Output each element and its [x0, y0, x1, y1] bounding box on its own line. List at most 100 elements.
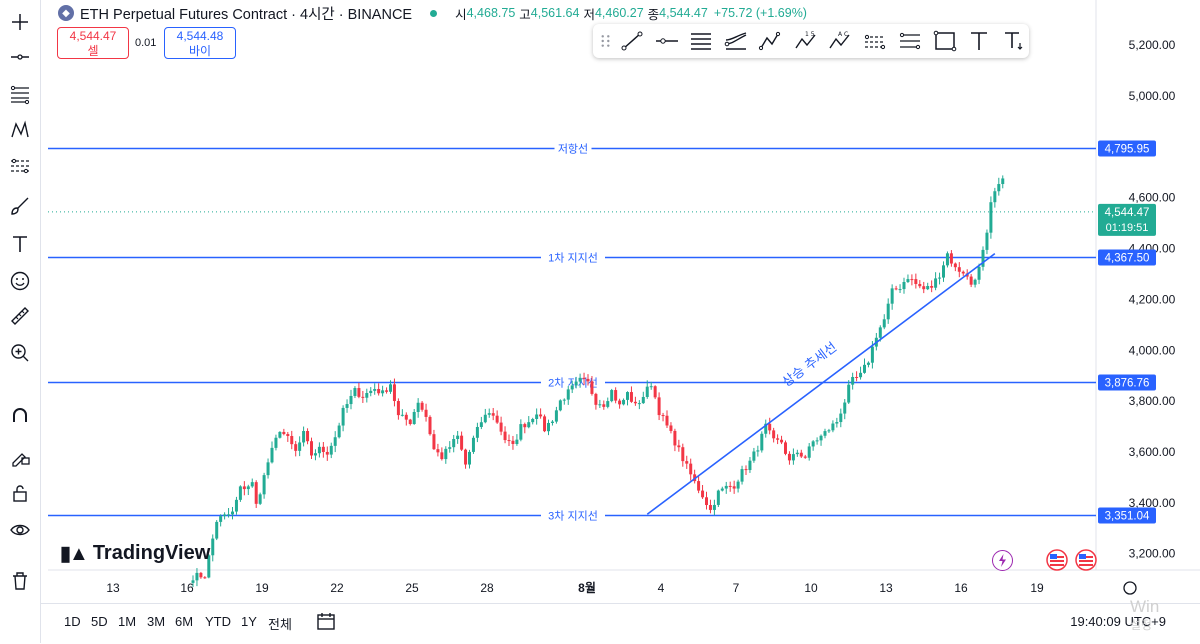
- candle-body: [574, 381, 578, 386]
- range-7[interactable]: 전체: [268, 617, 292, 632]
- us-flag-icon[interactable]: [1046, 549, 1068, 571]
- date-range-icon[interactable]: [895, 26, 925, 56]
- text-icon[interactable]: [4, 228, 36, 260]
- trash-icon[interactable]: [4, 565, 36, 597]
- parallel-channel-icon[interactable]: [687, 26, 717, 56]
- candle-body: [468, 451, 471, 465]
- elliott-wave-icon[interactable]: 1 5: [791, 26, 821, 56]
- price-chart[interactable]: 5,200.005,000.004,600.004,400.004,200.00…: [0, 0, 1200, 603]
- regression-icon[interactable]: [721, 26, 751, 56]
- crosshair-icon[interactable]: [4, 6, 36, 38]
- horizontal-ray-icon[interactable]: [652, 26, 682, 56]
- projection-icon[interactable]: [4, 150, 36, 182]
- magnet-icon[interactable]: [4, 402, 36, 434]
- sell-button[interactable]: 4,544.47 셀: [57, 27, 129, 59]
- candle-body: [831, 423, 835, 431]
- range-5[interactable]: YTD: [205, 614, 231, 629]
- candle-body: [886, 303, 890, 320]
- candle-body: [677, 445, 681, 448]
- us-flag-icon[interactable]: [1075, 549, 1097, 571]
- candle-body: [997, 184, 1001, 192]
- candle-body: [207, 555, 211, 578]
- candle-body: [373, 388, 377, 391]
- buy-button[interactable]: 4,544.48 바이: [164, 27, 236, 59]
- range-1[interactable]: 5D: [91, 614, 108, 629]
- abcd-icon[interactable]: A C: [826, 26, 856, 56]
- countdown-label: 01:19:51: [1106, 222, 1149, 234]
- candle-body: [641, 396, 645, 404]
- zoom-in-icon[interactable]: [4, 337, 36, 369]
- candle-body: [985, 232, 989, 250]
- candle-body: [444, 448, 448, 460]
- candle-body: [424, 409, 428, 417]
- candle-body: [827, 430, 831, 432]
- level-label: 2차 지지선: [548, 377, 598, 390]
- candle-body: [479, 422, 483, 427]
- candle-body: [708, 505, 712, 510]
- drag-handle-icon[interactable]: [599, 31, 612, 51]
- candle-body: [460, 435, 464, 450]
- text-tool-icon[interactable]: [965, 26, 995, 56]
- level-price-label: 3,876.76: [1105, 378, 1150, 390]
- candle-body: [716, 490, 720, 505]
- text-anchor-icon[interactable]: [999, 26, 1029, 56]
- candle-body: [811, 441, 815, 447]
- candle-body: [523, 424, 527, 428]
- horizontal-line-icon[interactable]: [4, 41, 36, 73]
- fib-icon[interactable]: [860, 26, 890, 56]
- fib-retracement-icon[interactable]: [4, 78, 36, 110]
- candle-body: [227, 514, 231, 516]
- close-value: 4,544.47: [659, 6, 708, 20]
- candle-body: [606, 401, 610, 407]
- x-tick-label: 25: [405, 581, 419, 595]
- range-6[interactable]: 1Y: [241, 614, 257, 629]
- candle-body: [977, 266, 981, 280]
- high-label: 고: [519, 7, 531, 22]
- axis-settings-icon[interactable]: [1123, 581, 1137, 595]
- close-label: 종: [647, 7, 660, 22]
- candle-body: [302, 431, 306, 443]
- eye-icon[interactable]: [4, 514, 36, 546]
- uptrend-line[interactable]: [646, 252, 996, 515]
- date-range-picker-icon[interactable]: [316, 611, 336, 633]
- candle-body: [938, 277, 942, 279]
- candle-body: [618, 400, 622, 405]
- trend-line-icon[interactable]: [617, 26, 647, 56]
- candle-body: [550, 421, 554, 423]
- candle-body: [554, 410, 558, 422]
- clock[interactable]: 19:40:09 UTC+9: [1070, 614, 1166, 629]
- candle-body: [310, 441, 313, 456]
- pattern-icon[interactable]: [4, 114, 36, 146]
- symbol-title[interactable]: ETH Perpetual Futures Contract · 4시간 · B…: [80, 6, 413, 23]
- candle-body: [922, 286, 926, 290]
- candle-body: [223, 514, 227, 517]
- candle-body: [396, 401, 400, 416]
- candle-body: [539, 414, 543, 417]
- lock-icon[interactable]: [4, 477, 36, 509]
- candle-body: [835, 422, 839, 424]
- candle-body: [456, 435, 460, 440]
- candle-body: [866, 362, 870, 365]
- y-tick-label: 3,600.00: [1129, 445, 1176, 459]
- watermark-line-1: Win: [1130, 597, 1160, 616]
- x-tick-label: 10: [804, 581, 818, 595]
- lock-drawing-icon[interactable]: [4, 440, 36, 472]
- ruler-icon[interactable]: [4, 300, 36, 332]
- svg-text:A C: A C: [838, 31, 848, 38]
- candle-body: [515, 439, 519, 444]
- rectangle-icon[interactable]: [930, 26, 960, 56]
- range-4[interactable]: 6M: [175, 614, 194, 629]
- pitchfork-icon[interactable]: [756, 26, 786, 56]
- range-3[interactable]: 3M: [147, 614, 166, 629]
- spread-value: 0.01: [135, 37, 157, 49]
- brush-icon[interactable]: [4, 190, 36, 222]
- candle-body: [428, 416, 432, 435]
- range-2[interactable]: 1M: [118, 614, 137, 629]
- range-0[interactable]: 1D: [64, 614, 81, 629]
- candle-body: [760, 433, 764, 451]
- candle-body: [377, 388, 381, 394]
- event-icon[interactable]: [992, 550, 1013, 571]
- candle-body: [487, 413, 491, 415]
- emoji-icon[interactable]: [4, 265, 36, 297]
- candle-body: [649, 386, 653, 388]
